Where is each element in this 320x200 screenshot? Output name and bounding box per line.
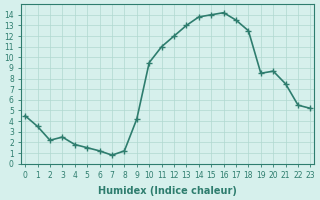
X-axis label: Humidex (Indice chaleur): Humidex (Indice chaleur) — [98, 186, 237, 196]
